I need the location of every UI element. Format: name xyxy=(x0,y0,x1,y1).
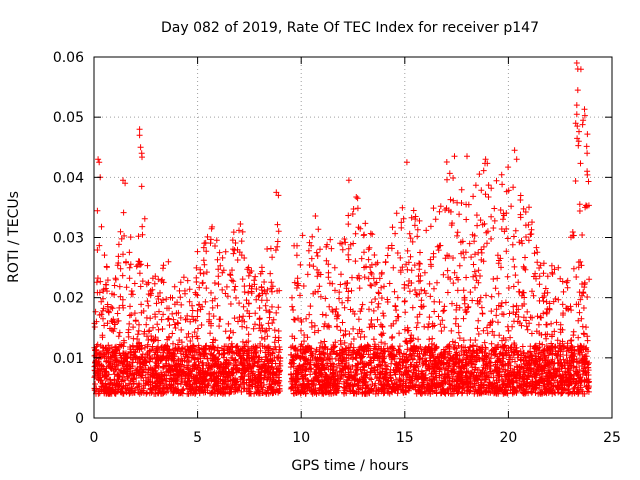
x-tick-label: 20 xyxy=(499,430,517,446)
y-tick-label: 0.04 xyxy=(53,170,84,186)
chart-title: Day 082 of 2019, Rate Of TEC Index for r… xyxy=(161,20,539,36)
x-tick-label: 0 xyxy=(90,430,99,446)
axis-ticks xyxy=(93,56,613,419)
roti-markers xyxy=(91,60,593,397)
y-tick-label: 0.02 xyxy=(53,291,84,307)
x-axis-label: GPS time / hours xyxy=(291,458,408,474)
tick-labels: 0 5 10 15 20 25 0 0.01 0.02 0.03 0.04 0.05 0.06 xyxy=(53,50,621,446)
x-tick-label: 25 xyxy=(603,430,621,446)
x-tick-label: 5 xyxy=(193,430,202,446)
y-tick-label: 0.01 xyxy=(53,351,84,367)
x-tick-label: 10 xyxy=(292,430,310,446)
y-tick-label: 0.03 xyxy=(53,231,84,247)
y-tick-label: 0 xyxy=(75,411,84,427)
y-axis-label: ROTI / TECUs xyxy=(6,191,22,283)
scatter-points xyxy=(91,60,593,397)
x-tick-label: 15 xyxy=(396,430,414,446)
y-tick-label: 0.05 xyxy=(53,110,84,126)
y-tick-label: 0.06 xyxy=(53,50,84,66)
